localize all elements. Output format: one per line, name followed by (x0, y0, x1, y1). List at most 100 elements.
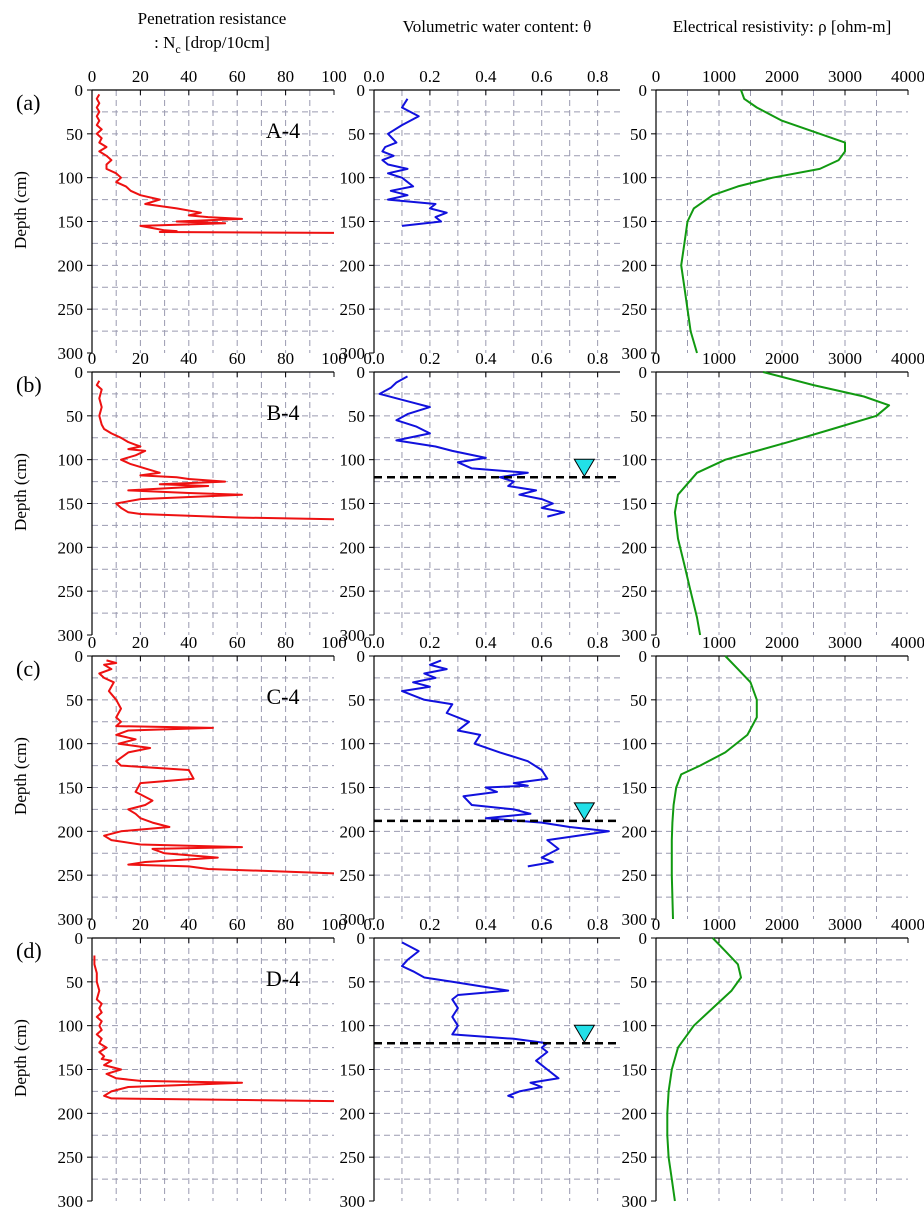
x-tick-label: 0.0 (363, 633, 384, 652)
series-line-penetration (93, 955, 335, 1103)
y-tick-label: 50 (630, 125, 647, 144)
x-tick-label: 2000 (765, 633, 799, 652)
x-tick-label: 80 (277, 633, 294, 652)
penetration-title-line2: : Nc [drop/10cm] (154, 33, 270, 56)
y-tick-label: 250 (58, 866, 84, 885)
y-tick-label: 200 (58, 822, 84, 841)
y-tick-label: 50 (66, 125, 83, 144)
series-line-resistivity (680, 89, 846, 354)
x-tick-label: 20 (132, 633, 149, 652)
y-tick-label: 200 (58, 1104, 84, 1123)
panel-penetration: 0 20 40 60 80 100 0 50 100 150 200 250 300 (58, 349, 347, 645)
x-tick-label: 0.6 (531, 915, 552, 934)
x-tick-label: 60 (229, 633, 246, 652)
y-tick-label: 50 (66, 407, 83, 426)
y-tick-label: 150 (340, 495, 366, 514)
y-tick-label: 100 (58, 1017, 84, 1036)
site-label: D-4 (266, 966, 300, 991)
panel-water: 0.0 0.2 0.4 0.6 0.8 0 50 100 150 200 250 300 (340, 633, 620, 929)
y-tick-label: 0 (75, 647, 84, 666)
x-tick-label: 0 (88, 915, 97, 934)
series-line-penetration (95, 380, 335, 521)
penetration-title-subscript: c (175, 42, 180, 56)
y-tick-label: 0 (75, 929, 84, 948)
x-tick-label: 0.4 (475, 67, 497, 86)
series-line-penetration (95, 93, 335, 234)
x-tick-label: 0.6 (531, 67, 552, 86)
x-tick-label: 100 (321, 349, 347, 368)
y-tick-label: 150 (622, 1061, 648, 1080)
y-tick-label: 250 (340, 866, 366, 885)
y-tick-label: 150 (58, 779, 84, 798)
panel-penetration: 0 20 40 60 80 100 0 50 100 150 200 250 300 (58, 915, 347, 1209)
y-tick-label: 150 (58, 495, 84, 514)
x-tick-label: 80 (277, 915, 294, 934)
y-axis-label: Depth (cm) (11, 1019, 30, 1097)
panel-resistivity: 0 1000 2000 3000 4000 0 50 100 150 200 250 300 (622, 67, 924, 363)
series-line-water (381, 98, 448, 227)
water-table-icon (573, 458, 596, 478)
y-tick-label: 200 (622, 1104, 648, 1123)
panel-penetration: 0 20 40 60 80 100 0 50 100 150 200 250 300 (58, 67, 347, 363)
y-tick-label: 250 (340, 300, 366, 319)
x-tick-label: 1000 (702, 633, 736, 652)
x-tick-label: 0.0 (363, 67, 384, 86)
site-label: A-4 (266, 118, 300, 143)
x-tick-label: 2000 (765, 349, 799, 368)
y-tick-label: 100 (622, 169, 648, 188)
x-tick-label: 0 (652, 67, 661, 86)
panel-penetration: 0 20 40 60 80 100 0 50 100 150 200 250 300 (58, 633, 347, 929)
y-tick-label: 250 (58, 300, 84, 319)
y-tick-label: 50 (348, 407, 365, 426)
x-tick-label: 0 (88, 349, 97, 368)
y-tick-label: 0 (357, 363, 366, 382)
y-tick-label: 300 (340, 344, 366, 363)
x-tick-label: 40 (180, 67, 197, 86)
y-tick-label: 250 (340, 582, 366, 601)
y-tick-label: 300 (622, 1192, 648, 1209)
x-tick-label: 1000 (702, 67, 736, 86)
x-tick-label: 0.2 (419, 633, 440, 652)
water-table-icon (573, 802, 596, 821)
y-tick-label: 100 (622, 451, 648, 470)
y-tick-label: 300 (58, 910, 84, 929)
site-label: B-4 (267, 400, 300, 425)
y-tick-label: 50 (348, 973, 365, 992)
x-tick-label: 0.4 (475, 349, 497, 368)
chart-row: (d)Depth (cm)0 20 40 60 80 100050100150200250… (11, 915, 924, 1209)
x-tick-label: 100 (321, 915, 347, 934)
x-tick-label: 60 (229, 67, 246, 86)
y-tick-label: 150 (622, 495, 648, 514)
x-tick-label: 3000 (828, 633, 862, 652)
x-tick-label: 40 (180, 349, 197, 368)
y-tick-label: 200 (340, 538, 366, 557)
water-content-title: Volumetric water content: θ (403, 17, 592, 36)
y-tick-label: 150 (340, 213, 366, 232)
y-tick-label: 150 (58, 213, 84, 232)
y-tick-label: 100 (340, 451, 366, 470)
panel-water: 0.0 0.2 0.4 0.6 0.8 0 50 100 150 200 250 300 (340, 67, 620, 363)
y-tick-label: 300 (58, 626, 84, 645)
site-label: C-4 (267, 684, 300, 709)
y-tick-label: 0 (357, 929, 366, 948)
y-tick-label: 100 (58, 451, 84, 470)
y-tick-label: 100 (58, 735, 84, 754)
y-tick-label: 100 (340, 735, 366, 754)
y-tick-label: 0 (639, 929, 648, 948)
panel-resistivity: 0 1000 2000 3000 4000 0 50 100 150 200 250 300 (622, 915, 924, 1209)
y-tick-label: 0 (75, 363, 84, 382)
x-tick-label: 0.8 (587, 67, 608, 86)
y-axis-label: Depth (cm) (11, 453, 30, 531)
y-tick-label: 200 (340, 1104, 366, 1123)
y-tick-label: 100 (622, 735, 648, 754)
x-tick-label: 0 (88, 67, 97, 86)
y-tick-label: 50 (630, 691, 647, 710)
x-tick-label: 20 (132, 349, 149, 368)
x-tick-label: 0.4 (475, 915, 497, 934)
x-tick-label: 60 (229, 349, 246, 368)
y-tick-label: 0 (357, 647, 366, 666)
x-tick-label: 4000 (891, 349, 924, 368)
y-tick-label: 0 (639, 81, 648, 100)
y-tick-label: 150 (340, 1061, 366, 1080)
y-tick-label: 150 (622, 779, 648, 798)
